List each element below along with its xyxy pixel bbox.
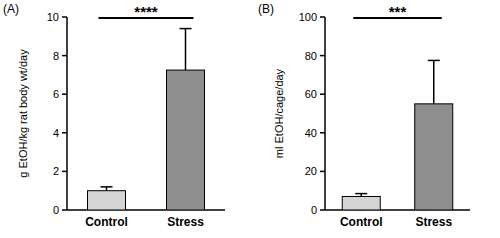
y-tick-label: 60 — [305, 88, 317, 100]
x-tick-label: Stress — [167, 215, 204, 229]
y-tick-label: 80 — [305, 50, 317, 62]
y-tick-label: 2 — [53, 165, 59, 177]
y-axis-label: g EtOH/kg rat body wt/day — [17, 49, 29, 178]
error-bar — [180, 29, 192, 70]
y-tick-label: 100 — [299, 11, 317, 23]
y-tick-label: 0 — [311, 204, 317, 216]
error-bar — [355, 194, 367, 197]
panel-label: (B) — [258, 2, 274, 16]
y-tick-label: 40 — [305, 127, 317, 139]
panel: (A) g EtOH/kg rat body wt/day 0 2 4 6 8 10 Contr… — [3, 2, 225, 229]
bars — [342, 60, 453, 210]
significance-label: **** — [134, 3, 158, 20]
y-tick-label: 0 — [53, 204, 59, 216]
y-axis — [324, 17, 326, 210]
y-tick-label: 8 — [53, 50, 59, 62]
bar — [88, 191, 126, 210]
error-cap — [101, 186, 113, 188]
error-stem — [185, 29, 187, 70]
y-tick-label: 10 — [47, 11, 59, 23]
bar — [167, 70, 205, 210]
bar — [415, 104, 453, 210]
significance-label: *** — [389, 3, 407, 20]
panel: (B) ml EtOH/cage/day 0 20 40 60 80 100 Control St… — [258, 2, 470, 229]
y-tick-label: 20 — [305, 165, 317, 177]
x-tick-label: Stress — [415, 215, 452, 229]
error-cap — [355, 193, 367, 195]
error-cap — [180, 28, 192, 30]
error-cap — [428, 60, 440, 62]
bars — [88, 29, 205, 210]
y-axis — [66, 17, 68, 210]
error-bar — [101, 187, 113, 191]
x-tick-label: Control — [85, 215, 128, 229]
bar — [342, 196, 380, 210]
error-bar — [428, 60, 440, 103]
error-stem — [433, 60, 435, 103]
y-axis-label: ml EtOH/cage/day — [273, 68, 285, 158]
y-tick-label: 4 — [53, 127, 59, 139]
figure: (A) g EtOH/kg rat body wt/day 0 2 4 6 8 10 Contr… — [0, 0, 500, 238]
y-tick-label: 6 — [53, 88, 59, 100]
x-tick-label: Control — [340, 215, 383, 229]
panel-label: (A) — [3, 2, 19, 16]
